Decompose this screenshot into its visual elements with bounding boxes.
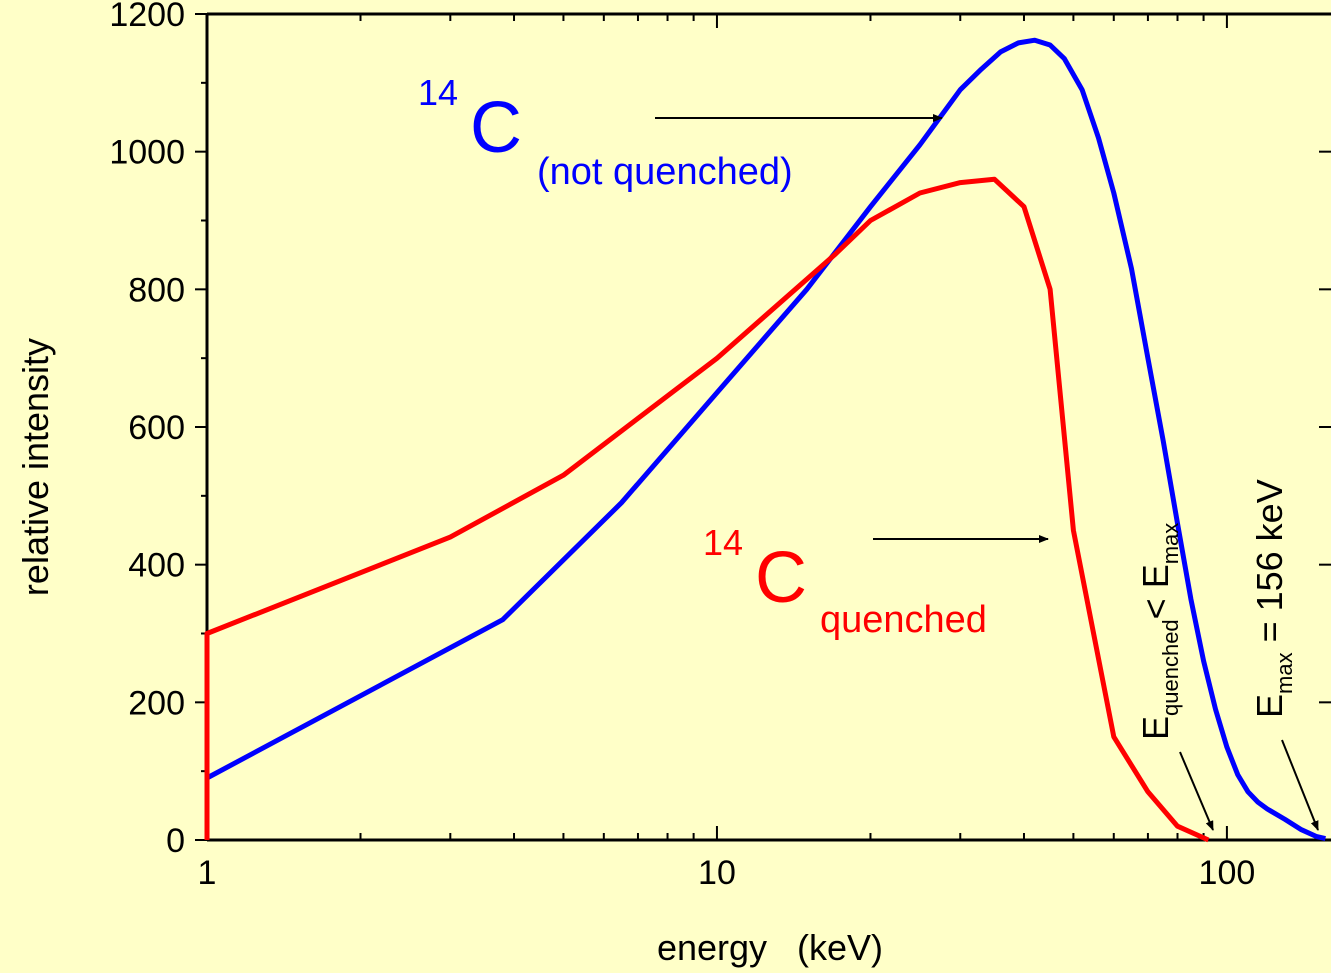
blue-series-label: 14 C (not quenched) (418, 72, 793, 193)
red-series-line (204, 176, 1210, 843)
red-label-sub: quenched (820, 599, 987, 641)
emax-quenched-annotation: Equenched< Emax (1135, 523, 1183, 740)
x-axis-label: energy (keV) (657, 927, 883, 968)
y-tick-label: 1000 (109, 134, 185, 172)
series-lines (204, 37, 1326, 843)
blue-label-sup: 14 (418, 72, 458, 113)
x-tick-label: 10 (698, 854, 736, 892)
y-tick-label: 800 (128, 271, 185, 309)
svg-text:Emax = 156 keV: Emax = 156 keV (1249, 479, 1297, 718)
emax-quenched-arrow (1179, 751, 1214, 831)
blue-series-line (205, 37, 1326, 842)
y-tick-label: 400 (128, 547, 185, 585)
y-tick-label: 1200 (109, 0, 185, 34)
emax-quenched-sub1: quenched (1158, 619, 1183, 716)
emax-quenched-mid: < E (1135, 564, 1176, 619)
emax-arrow (1281, 739, 1319, 831)
emax-quenched-e: E (1135, 716, 1176, 740)
emax-quenched-sub2: max (1158, 523, 1183, 565)
y-axis-ticks: 0 200 400 600 800 1000 1200 (109, 0, 1331, 860)
red-label-sup: 14 (703, 522, 743, 563)
emax-value: = 156 keV (1249, 479, 1290, 652)
red-label-main: C (755, 538, 807, 618)
emax-annotation: Emax = 156 keV (1249, 479, 1297, 718)
y-tick-label: 200 (128, 684, 185, 722)
y-axis-label: relative intensity (15, 338, 56, 596)
emax-sub1: max (1272, 652, 1297, 694)
blue-label-main: C (470, 88, 522, 168)
x-axis-ticks: 1 10 100 (198, 14, 1256, 892)
y-tick-label: 600 (128, 409, 185, 447)
red-series-label: 14 C quenched (703, 522, 987, 641)
x-tick-label: 100 (1199, 854, 1256, 892)
x-tick-label: 1 (198, 854, 217, 892)
y-tick-label: 0 (166, 822, 185, 860)
blue-label-sub: (not quenched) (537, 151, 793, 193)
emax-e: E (1249, 694, 1290, 718)
svg-text:Equenched< Emax: Equenched< Emax (1135, 523, 1183, 740)
